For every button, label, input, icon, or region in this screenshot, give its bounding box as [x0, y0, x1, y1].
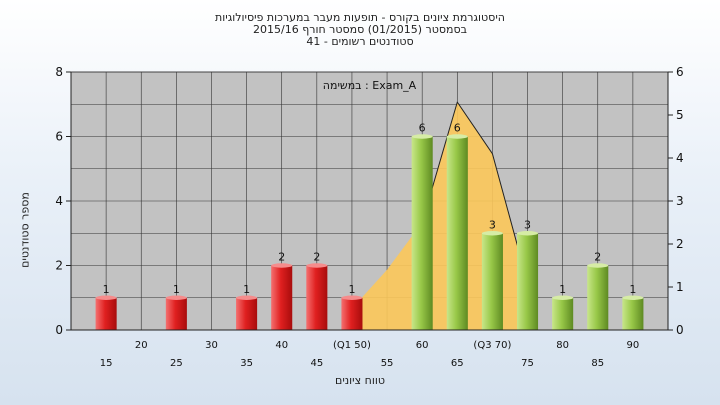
- bar-top-cap: [516, 231, 539, 236]
- x-tick-label: 85: [591, 358, 604, 369]
- bar-top-cap: [236, 295, 258, 300]
- bar-value-label: 1: [559, 283, 566, 296]
- histogram-bar: [587, 265, 609, 330]
- x-tick-label: 40: [275, 340, 288, 351]
- bar-top-cap: [341, 295, 363, 300]
- y2-tick-label: 3: [676, 194, 684, 208]
- histogram-bar: [271, 265, 293, 330]
- bar-value-label: 2: [278, 251, 285, 264]
- x-tick-label: (Q1 50): [333, 340, 371, 351]
- bar-top-cap: [95, 295, 117, 300]
- bar-value-label: 1: [103, 283, 110, 296]
- y2-tick-label: 6: [676, 65, 684, 79]
- x-tick-label: 35: [240, 358, 253, 369]
- y2-tick-label: 4: [676, 151, 684, 165]
- bar-top-cap: [587, 263, 609, 268]
- histogram-bar: [516, 233, 539, 330]
- x-tick-label: 65: [451, 358, 464, 369]
- registered-count: סטודנטים רשומים - 41: [306, 35, 414, 48]
- chart-subtitle: בסמסטר (01/2015) סמסטר חורף 2015/16: [253, 23, 467, 36]
- chart-title: היסטוגרמת ציונים בקורס - תופעות מעבר במע…: [215, 11, 505, 24]
- y2-tick-label: 5: [676, 108, 684, 122]
- histogram-bar: [552, 297, 574, 330]
- bar-top-cap: [271, 263, 293, 268]
- bar-value-label: 1: [348, 283, 355, 296]
- x-tick-label: 55: [381, 358, 394, 369]
- bar-top-cap: [552, 295, 574, 300]
- x-tick-label: 45: [310, 358, 323, 369]
- y2-tick-label: 2: [676, 237, 684, 251]
- x-tick-label: 75: [521, 358, 534, 369]
- x-tick-label: (Q3 70): [473, 340, 511, 351]
- y-tick-label: 2: [55, 259, 63, 273]
- bar-top-cap: [622, 295, 644, 300]
- histogram-bar: [306, 265, 328, 330]
- y-tick-label: 6: [55, 130, 63, 144]
- histogram-bar: [165, 297, 187, 330]
- bar-value-label: 1: [173, 283, 180, 296]
- histogram-bar: [95, 297, 117, 330]
- x-tick-label: 15: [100, 358, 113, 369]
- x-tick-label: 60: [416, 340, 429, 351]
- exam-annotation: במשימה : Exam_A: [323, 79, 417, 92]
- y2-tick-label: 1: [676, 280, 684, 294]
- x-tick-label: 30: [205, 340, 218, 351]
- x-axis-label: טווח ציונים: [335, 374, 385, 387]
- bar-value-label: 1: [629, 283, 636, 296]
- x-tick-label: 20: [135, 340, 148, 351]
- y-tick-label: 0: [55, 323, 63, 337]
- x-tick-label: 90: [627, 340, 640, 351]
- x-tick-label: 80: [556, 340, 569, 351]
- bar-top-cap: [481, 231, 503, 236]
- y2-tick-label: 0: [676, 323, 684, 337]
- x-tick-label: 25: [170, 358, 183, 369]
- bar-value-label: 6: [419, 122, 426, 135]
- distribution-edge: [421, 100, 529, 283]
- bar-value-label: 1: [243, 283, 250, 296]
- bar-top-cap: [306, 263, 328, 268]
- histogram-bar: [341, 297, 363, 330]
- bar-value-label: 3: [489, 218, 496, 231]
- bar-value-label: 2: [313, 251, 320, 264]
- bar-value-label: 6: [454, 122, 461, 135]
- histogram-bar: [481, 233, 503, 330]
- bar-top-cap: [165, 295, 187, 300]
- y-tick-label: 4: [55, 194, 63, 208]
- bar-value-label: 3: [524, 218, 531, 231]
- histogram-bar: [236, 297, 258, 330]
- y-tick-label: 8: [55, 65, 63, 79]
- bar-value-label: 2: [594, 251, 601, 264]
- histogram-bar: [411, 136, 433, 330]
- histogram-bar: [622, 297, 644, 330]
- bar-top-cap: [446, 134, 468, 139]
- histogram-bar: [446, 136, 468, 330]
- bar-top-cap: [411, 134, 433, 139]
